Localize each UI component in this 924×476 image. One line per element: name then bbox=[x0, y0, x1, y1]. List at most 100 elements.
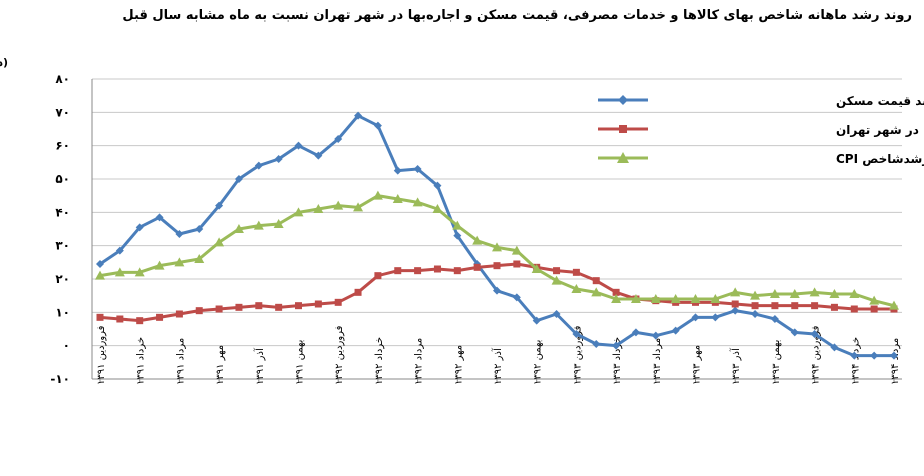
data-point bbox=[552, 310, 561, 318]
x-tick-label: مهر ۱۳۹۱ bbox=[215, 345, 226, 385]
data-point bbox=[234, 175, 243, 183]
data-point bbox=[333, 200, 344, 210]
x-tick-label: خرداد ۱۳۹۱ bbox=[136, 337, 147, 385]
y-tick-label: ۰ bbox=[63, 339, 70, 353]
data-point bbox=[314, 151, 323, 160]
y-tick-label: -۱۰ bbox=[50, 372, 70, 386]
data-point bbox=[592, 277, 600, 285]
data-point bbox=[830, 343, 839, 352]
data-point bbox=[811, 302, 819, 310]
data-point bbox=[830, 303, 838, 311]
legend-marker bbox=[618, 95, 628, 105]
data-point bbox=[870, 305, 878, 313]
data-point bbox=[155, 213, 164, 222]
data-point bbox=[453, 267, 461, 275]
y-tick-label: ۵۰ bbox=[55, 172, 70, 186]
data-point bbox=[294, 141, 303, 150]
data-point bbox=[394, 267, 402, 275]
x-tick-label: فروردین ۱۳۹۱ bbox=[96, 325, 107, 385]
x-tick-label: مرداد ۱۳۹۱ bbox=[175, 338, 186, 385]
data-point bbox=[353, 202, 364, 212]
data-point bbox=[134, 267, 145, 277]
data-point bbox=[612, 341, 621, 350]
data-point bbox=[116, 315, 124, 323]
data-point bbox=[392, 194, 403, 203]
data-point bbox=[890, 351, 898, 360]
data-point bbox=[354, 288, 362, 296]
x-tick-label: مهر ۱۳۹۲ bbox=[453, 345, 464, 385]
data-point bbox=[790, 328, 799, 337]
data-point bbox=[532, 316, 541, 325]
data-point bbox=[114, 267, 125, 277]
data-point bbox=[215, 201, 224, 210]
data-point bbox=[770, 315, 779, 323]
data-point bbox=[650, 294, 661, 303]
x-tick-label: آذر ۱۳۹۳ bbox=[729, 347, 742, 385]
data-point bbox=[274, 155, 283, 163]
legend-label: نرخ رشد اجاره بها در شهر تهران bbox=[836, 123, 924, 137]
data-point bbox=[195, 307, 203, 315]
legend-marker bbox=[619, 125, 627, 133]
data-point bbox=[372, 190, 383, 200]
data-point bbox=[156, 313, 164, 321]
data-point bbox=[154, 260, 165, 270]
data-point bbox=[373, 121, 382, 130]
y-tick-label: ۷۰ bbox=[55, 105, 70, 119]
data-point bbox=[531, 264, 542, 273]
data-point bbox=[670, 294, 681, 303]
data-point bbox=[809, 287, 820, 297]
data-point bbox=[433, 265, 441, 273]
y-tick-labels: ۸۰ ۷۰ ۶۰ ۵۰ ۴۰ ۳۰ ۲۰ ۱۰ ۰ -۱۰ bbox=[50, 72, 70, 386]
legend-label: نرخ رشدشاخص CPI bbox=[836, 152, 924, 166]
data-point bbox=[612, 288, 620, 296]
x-tick-label: مرداد ۱۳۹۲ bbox=[414, 338, 425, 385]
data-point bbox=[374, 272, 382, 280]
data-point bbox=[96, 313, 104, 321]
data-point bbox=[334, 135, 343, 143]
x-tick-label: خرداد ۱۳۹۴ bbox=[850, 337, 861, 385]
x-tick-labels: فروردین ۱۳۹۱ خرداد ۱۳۹۱ مرداد ۱۳۹۱ مهر ۱۳۹۱… bbox=[96, 325, 901, 385]
data-point bbox=[214, 237, 225, 247]
data-point bbox=[810, 330, 819, 338]
y-tick-label: ۲۰ bbox=[55, 272, 70, 286]
data-point bbox=[791, 302, 799, 310]
data-point bbox=[174, 257, 185, 267]
data-point bbox=[354, 111, 363, 120]
data-point bbox=[293, 207, 304, 217]
data-point bbox=[551, 275, 562, 285]
legend-marker bbox=[617, 152, 629, 163]
data-point bbox=[194, 254, 205, 263]
data-point bbox=[413, 165, 422, 173]
data-point bbox=[472, 235, 483, 245]
data-point bbox=[710, 294, 721, 303]
x-tick-label: مرداد ۱۳۹۴ bbox=[890, 338, 901, 385]
y-tick-label: ۴۰ bbox=[55, 205, 70, 219]
data-point bbox=[889, 300, 899, 310]
data-point bbox=[295, 302, 302, 310]
grid-lines bbox=[92, 78, 902, 380]
data-point bbox=[115, 246, 124, 255]
data-point bbox=[769, 289, 780, 298]
data-point bbox=[313, 204, 324, 213]
data-point bbox=[513, 260, 521, 268]
data-point bbox=[453, 231, 462, 240]
data-point bbox=[96, 260, 104, 268]
series-lines bbox=[95, 111, 899, 360]
data-point bbox=[789, 289, 800, 298]
data-point bbox=[592, 340, 601, 348]
data-point bbox=[512, 293, 521, 302]
x-tick-label: آذر ۱۳۹۱ bbox=[253, 347, 266, 385]
data-point bbox=[731, 300, 739, 308]
data-point bbox=[572, 330, 581, 338]
data-point bbox=[492, 242, 502, 252]
x-tick-label: خرداد ۱۳۹۳ bbox=[612, 337, 623, 385]
y-tick-label: ۱۰ bbox=[55, 305, 70, 319]
data-point bbox=[571, 284, 582, 293]
data-point bbox=[690, 294, 701, 303]
data-point bbox=[611, 294, 622, 303]
data-point bbox=[651, 331, 660, 340]
data-point bbox=[314, 300, 322, 308]
data-point bbox=[493, 286, 501, 295]
data-point bbox=[730, 287, 741, 297]
